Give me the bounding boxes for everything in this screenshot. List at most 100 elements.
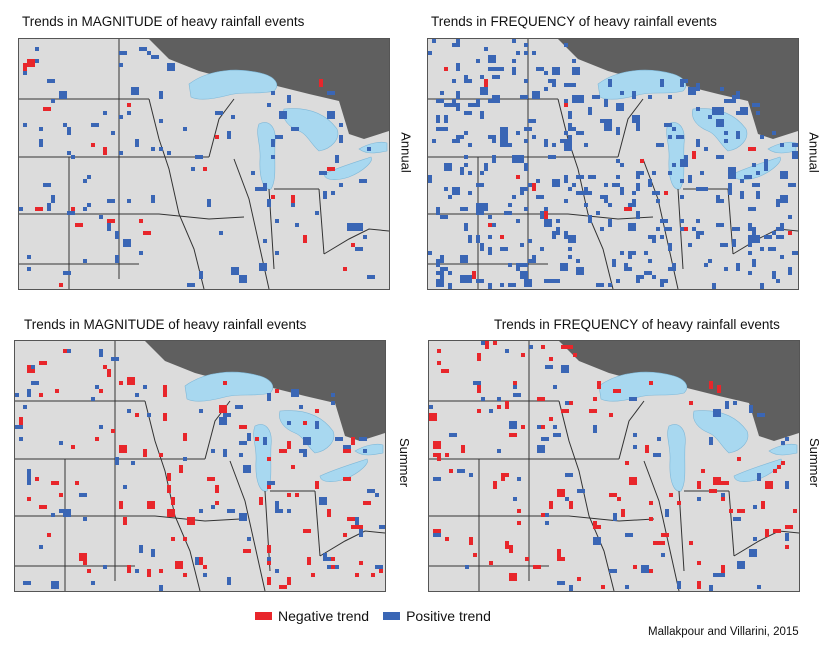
positive-trend-cell <box>151 195 155 203</box>
positive-trend-cell <box>756 171 760 175</box>
positive-trend-cell <box>600 227 604 231</box>
negative-trend-cell <box>692 151 696 159</box>
legend-negative: Negative trend <box>255 608 369 624</box>
positive-trend-cell <box>159 91 163 99</box>
positive-trend-cell <box>776 235 784 239</box>
positive-trend-cell <box>552 179 560 187</box>
positive-trend-cell <box>712 111 716 115</box>
positive-trend-cell <box>452 139 460 143</box>
state-border <box>319 530 385 557</box>
positive-trend-cell <box>572 67 580 75</box>
positive-trend-cell <box>740 107 748 115</box>
negative-trend-cell <box>516 175 520 179</box>
positive-trend-cell <box>725 401 729 409</box>
outside-region <box>145 341 385 441</box>
negative-trend-cell <box>371 573 375 577</box>
negative-trend-cell <box>709 381 713 389</box>
positive-trend-cell <box>736 131 740 139</box>
positive-trend-cell <box>608 283 612 287</box>
positive-trend-cell <box>473 381 481 385</box>
positive-trend-cell <box>724 131 728 135</box>
negative-trend-cell <box>163 413 167 421</box>
map-svg <box>15 341 385 591</box>
positive-trend-cell <box>203 573 207 577</box>
positive-trend-cell <box>444 187 448 191</box>
negative-trend-cell <box>445 453 449 457</box>
negative-trend-cell <box>123 517 127 525</box>
negative-trend-cell <box>55 389 59 393</box>
positive-trend-cell <box>187 283 195 287</box>
positive-trend-cell <box>115 457 119 465</box>
positive-trend-cell <box>375 565 383 569</box>
positive-trend-cell <box>516 131 520 135</box>
negative-trend-cell <box>593 525 601 529</box>
lake-erie <box>733 458 782 482</box>
negative-trend-cell <box>429 413 437 421</box>
positive-trend-cell <box>47 79 55 83</box>
positive-trend-cell <box>744 175 752 179</box>
positive-trend-cell <box>616 127 620 131</box>
positive-trend-cell <box>15 393 19 397</box>
negative-trend-cell <box>557 557 565 561</box>
positive-trend-cell <box>448 195 452 199</box>
state-border <box>618 400 645 460</box>
positive-trend-cell <box>592 175 596 179</box>
positive-trend-cell <box>636 175 640 179</box>
state-border <box>158 213 245 220</box>
negative-trend-cell <box>781 461 785 465</box>
positive-trend-cell <box>27 477 31 485</box>
positive-trend-cell <box>159 585 163 591</box>
positive-trend-cell <box>139 545 143 553</box>
negative-trend-cell <box>557 489 565 497</box>
positive-trend-cell <box>440 255 444 259</box>
positive-trend-cell <box>27 267 31 271</box>
positive-trend-cell <box>568 187 572 191</box>
positive-trend-cell <box>481 397 485 401</box>
negative-trend-cell <box>613 389 621 393</box>
positive-trend-cell <box>724 267 728 271</box>
negative-trend-cell <box>721 565 725 573</box>
positive-trend-cell <box>255 187 263 191</box>
negative-trend-cell <box>95 437 99 441</box>
negative-trend-cell <box>71 445 75 449</box>
positive-trend-cell <box>460 255 468 263</box>
lake-huron <box>279 410 335 454</box>
positive-trend-cell <box>123 485 127 489</box>
positive-trend-cell <box>355 247 363 251</box>
positive-trend-cell <box>299 449 307 453</box>
positive-trend-cell <box>520 271 528 279</box>
positive-trend-cell <box>721 573 725 577</box>
positive-trend-cell <box>476 211 480 215</box>
negative-trend-cell <box>315 409 319 413</box>
positive-trend-cell <box>776 279 780 283</box>
negative-trend-cell <box>649 569 653 573</box>
negative-trend-cell <box>31 369 35 373</box>
positive-trend-cell <box>736 263 740 271</box>
positive-trend-cell <box>111 357 119 361</box>
negative-trend-cell <box>275 389 279 393</box>
positive-trend-cell <box>271 91 275 95</box>
positive-trend-cell <box>15 425 23 429</box>
positive-trend-cell <box>231 267 239 275</box>
negative-trend-cell <box>472 271 476 279</box>
positive-trend-cell <box>720 87 724 91</box>
positive-trend-cell <box>780 199 784 203</box>
positive-trend-cell <box>191 167 195 171</box>
positive-trend-cell <box>748 207 756 211</box>
negative-trend-cell <box>785 525 793 529</box>
negative-trend-cell <box>765 529 769 537</box>
positive-trend-cell <box>151 549 155 557</box>
positive-trend-cell <box>436 115 440 123</box>
positive-trend-cell <box>460 275 468 279</box>
positive-trend-cell <box>696 107 700 111</box>
negative-trend-cell <box>677 501 681 505</box>
negative-trend-cell <box>243 549 251 553</box>
positive-trend-cell <box>339 135 343 143</box>
positive-trend-cell <box>644 271 652 275</box>
negative-trend-cell <box>493 341 497 345</box>
positive-trend-cell <box>564 131 568 135</box>
negative-trend-cell <box>433 453 441 457</box>
negative-trend-cell <box>433 441 441 449</box>
negative-trend-cell <box>127 565 131 569</box>
positive-trend-cell <box>247 537 251 541</box>
